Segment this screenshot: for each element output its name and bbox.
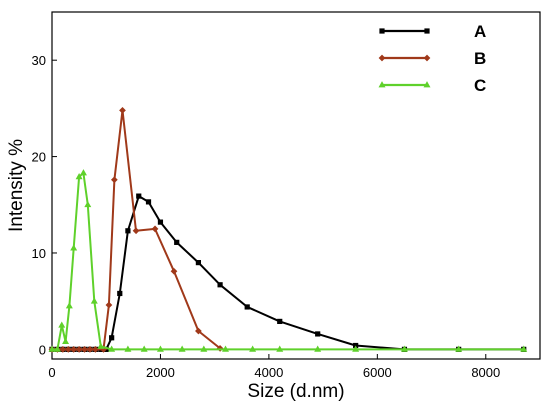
y-tick-label: 30	[32, 53, 46, 68]
series-b-point	[70, 345, 78, 353]
series-c-point	[58, 321, 66, 328]
series-c-point	[314, 345, 322, 352]
series-c-point	[70, 244, 78, 251]
series-c-point	[520, 345, 528, 352]
series-c-point	[53, 345, 61, 352]
series-b-point	[216, 345, 224, 352]
series-b-point	[59, 345, 67, 353]
series-c-point	[455, 345, 463, 352]
x-axis: 0 2000 4000 6000 8000	[48, 354, 500, 380]
legend-marker-c	[423, 81, 431, 88]
series-c-point	[156, 345, 164, 352]
series-a-point	[109, 335, 115, 341]
series-c-point	[79, 169, 87, 176]
series-a-point	[145, 199, 152, 205]
series-a-point	[315, 331, 321, 337]
y-tick-label: 10	[32, 246, 46, 261]
series-c-point	[62, 337, 70, 345]
series-b-point	[92, 345, 99, 353]
y-tick-label: 0	[39, 342, 46, 357]
legend-marker-b	[378, 54, 386, 62]
y-axis: 0 10 20 30	[32, 53, 57, 357]
series-b-point	[119, 106, 126, 114]
series-b-point	[81, 345, 88, 353]
series-c-point	[90, 297, 98, 304]
series-layer	[48, 106, 528, 353]
legend-marker-c	[378, 81, 386, 88]
series-c	[48, 169, 528, 352]
legend-marker-b	[423, 54, 431, 62]
series-b-point	[75, 345, 83, 353]
series-a-point	[244, 304, 250, 310]
series-c-point	[65, 302, 73, 309]
series-c-line	[52, 172, 524, 351]
x-tick-label: 6000	[363, 365, 392, 380]
series-a-point	[157, 219, 164, 225]
series-a-point	[125, 228, 131, 234]
legend-label-a: A	[474, 22, 486, 41]
series-c-point	[200, 345, 208, 352]
x-tick-label: 2000	[146, 365, 175, 380]
x-tick-label: 0	[48, 365, 55, 380]
legend-label-b: B	[474, 49, 486, 68]
series-b-point	[132, 227, 140, 235]
y-axis-title: Intensity %	[6, 139, 27, 232]
series-c-point	[75, 173, 83, 180]
series-c-point	[84, 200, 92, 208]
legend-item-b: B	[378, 49, 486, 68]
legend-label-c: C	[474, 76, 486, 95]
series-c-point	[140, 345, 148, 352]
series-c-point	[400, 345, 408, 352]
plot-frame	[51, 11, 541, 360]
legend-item-a: A	[379, 22, 486, 41]
series-a-point	[217, 282, 223, 288]
legend: ABC	[378, 22, 486, 95]
x-tick-label: 8000	[471, 365, 500, 380]
series-a-point	[174, 239, 180, 245]
series-c-point	[97, 342, 105, 349]
legend-item-c: C	[378, 76, 486, 95]
series-b-point	[195, 327, 202, 335]
series-a-point	[195, 260, 201, 266]
series-c-point	[124, 345, 132, 352]
series-b-point	[151, 225, 159, 233]
series-c-point	[276, 345, 284, 352]
series-b	[48, 106, 224, 353]
series-b-point	[105, 301, 113, 309]
x-axis-title: Size (d.nm)	[247, 381, 344, 402]
y-tick-label: 20	[32, 150, 46, 165]
series-a-line	[52, 195, 524, 351]
series-c-point	[222, 345, 229, 352]
legend-marker-a	[424, 28, 430, 34]
series-c-point	[178, 345, 186, 352]
legend-marker-a	[379, 28, 385, 34]
series-c-point	[352, 345, 360, 352]
series-a-point	[136, 193, 142, 199]
series-a-point	[117, 290, 123, 297]
series-b-point	[86, 345, 94, 353]
series-a-point	[277, 318, 283, 325]
series-c-point	[108, 345, 116, 352]
series-b-point	[110, 176, 118, 184]
series-b-point	[170, 267, 178, 275]
series-a	[49, 193, 527, 352]
series-c-point	[249, 345, 257, 352]
x-tick-label: 4000	[254, 365, 283, 380]
series-b-point	[64, 345, 72, 353]
series-c-point	[48, 345, 56, 352]
plot-area	[51, 11, 541, 360]
